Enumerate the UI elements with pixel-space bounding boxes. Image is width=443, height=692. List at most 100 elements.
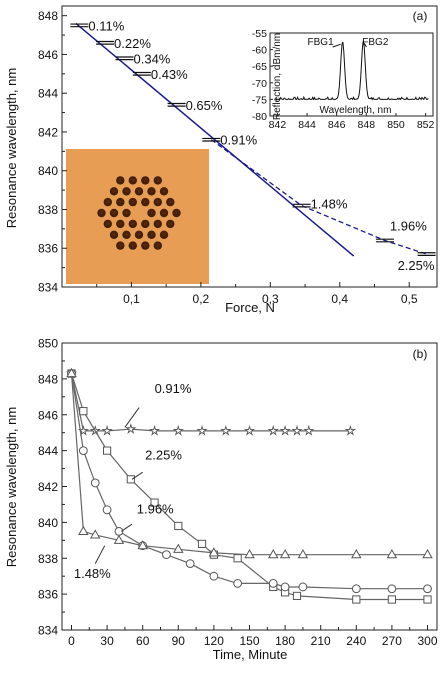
x-tick-label-b: 300 bbox=[417, 634, 437, 648]
spectrum-trace bbox=[274, 40, 429, 101]
marker-star bbox=[172, 424, 184, 436]
annotation-leader bbox=[94, 545, 106, 564]
photo-hole bbox=[153, 241, 162, 250]
inset-x-tick-label: 846 bbox=[328, 119, 346, 131]
marker-circle bbox=[387, 584, 397, 594]
marker-square bbox=[150, 498, 159, 507]
y-tick-label-b: 836 bbox=[38, 588, 58, 602]
marker-square bbox=[102, 446, 112, 455]
photo-hole bbox=[159, 187, 169, 196]
inset-photo-holes bbox=[97, 176, 181, 250]
inset-y-tick-label: -65 bbox=[252, 61, 267, 73]
photo-hole bbox=[116, 219, 125, 229]
annotation-label-b: 2.25% bbox=[145, 448, 182, 463]
y-tick-label-a: 842 bbox=[38, 125, 58, 139]
marker-triangle bbox=[297, 549, 309, 559]
panel-a: 834 836 838 840 842 844 846 848 0,1 0,2 0,3 0,4 0,5 F… bbox=[4, 5, 438, 315]
marker-triangle bbox=[386, 549, 398, 559]
photo-hole bbox=[147, 208, 156, 218]
photo-hole bbox=[166, 219, 175, 229]
annotation-leader bbox=[121, 523, 133, 532]
photo-hole bbox=[128, 197, 137, 207]
photo-hole bbox=[166, 197, 175, 207]
y-tick-label-a: 840 bbox=[38, 164, 58, 178]
x-tick-label-b: 240 bbox=[346, 634, 366, 648]
x-tick-label-a: 0,5 bbox=[401, 292, 418, 306]
inset-y-axis-label: Reflection, dBm/nm bbox=[272, 33, 283, 120]
marker-triangle bbox=[351, 549, 362, 559]
inset-x-tick-label: 842 bbox=[269, 119, 287, 131]
series-star bbox=[65, 367, 357, 436]
x-tick-label-b: 30 bbox=[100, 634, 114, 648]
series-triangle bbox=[66, 367, 433, 559]
series-line bbox=[70, 373, 428, 556]
marker-star bbox=[279, 425, 291, 436]
photo-hole bbox=[116, 176, 125, 185]
marker-circle bbox=[423, 584, 432, 594]
marker-star bbox=[267, 424, 279, 436]
marker-triangle bbox=[173, 543, 184, 553]
x-tick-label-b: 180 bbox=[275, 634, 295, 648]
photo-hole bbox=[153, 197, 162, 207]
photo-hole bbox=[97, 208, 106, 218]
photo-hole bbox=[141, 176, 150, 185]
y-tick-label-b: 838 bbox=[38, 552, 58, 566]
marker-triangle bbox=[422, 549, 433, 559]
y-tick-label-b: 834 bbox=[38, 624, 58, 638]
photo-hole bbox=[134, 187, 144, 196]
photo-hole bbox=[116, 241, 125, 250]
y-tick-label-a: 836 bbox=[38, 242, 58, 256]
marker-star bbox=[148, 424, 161, 436]
y-axis-label-a: Resonance wavelength, nm bbox=[4, 68, 19, 228]
photo-hole bbox=[147, 230, 156, 239]
marker-square bbox=[352, 595, 361, 604]
data-label-a: 2.25% bbox=[398, 258, 435, 273]
data-label-a: 0.34% bbox=[134, 51, 171, 66]
photo-hole bbox=[103, 219, 113, 229]
x-axis-label-a: Force, N bbox=[225, 300, 275, 315]
y-tick-label-a: 846 bbox=[38, 48, 58, 62]
x-tick-label-b: 270 bbox=[382, 634, 402, 648]
inset-x-axis-label: Wavelength, nm bbox=[320, 105, 392, 116]
marker-star bbox=[101, 424, 113, 436]
peak-arrow bbox=[363, 43, 367, 48]
inset-frame bbox=[269, 32, 434, 117]
x-tick-label-a: 0,2 bbox=[193, 292, 210, 306]
marker-star bbox=[291, 424, 303, 436]
marker-triangle bbox=[66, 367, 77, 378]
annotation-label-b: 1.96% bbox=[137, 501, 174, 516]
marker-square bbox=[387, 595, 397, 604]
photo-hole bbox=[141, 241, 150, 250]
data-label-a: 0.91% bbox=[220, 133, 257, 148]
marker-star bbox=[125, 423, 137, 434]
series-square bbox=[67, 369, 432, 604]
marker-circle bbox=[268, 578, 278, 588]
marker-triangle bbox=[244, 549, 255, 559]
photo-hole bbox=[128, 219, 137, 229]
inset-y-tick-label: -75 bbox=[252, 94, 267, 106]
inset-y-tick-label: -55 bbox=[252, 28, 267, 40]
x-tick-label-b: 210 bbox=[311, 634, 331, 648]
series-circle bbox=[67, 369, 432, 594]
y-tick-label-a: 848 bbox=[38, 9, 58, 23]
marker-circle bbox=[162, 550, 171, 560]
y-tick-label-b: 844 bbox=[38, 444, 58, 458]
marker-triangle bbox=[267, 549, 279, 559]
photo-hole bbox=[159, 208, 169, 218]
marker-star bbox=[220, 424, 232, 436]
annotation-leader bbox=[124, 407, 140, 428]
plot-frame-a bbox=[61, 5, 438, 288]
marker-square bbox=[423, 595, 432, 604]
marker-circle bbox=[185, 559, 195, 569]
marker-circle bbox=[298, 582, 308, 592]
trend-dashed-line bbox=[210, 139, 427, 255]
photo-hole bbox=[141, 197, 150, 207]
inset-x-tick-label: 844 bbox=[298, 119, 316, 131]
x-tick-label-b: 120 bbox=[204, 634, 224, 648]
marker-circle bbox=[280, 582, 290, 592]
marker-square bbox=[197, 539, 207, 548]
x-tick-label-b: 0 bbox=[68, 634, 75, 648]
x-tick-label-a: 0,4 bbox=[331, 292, 348, 306]
